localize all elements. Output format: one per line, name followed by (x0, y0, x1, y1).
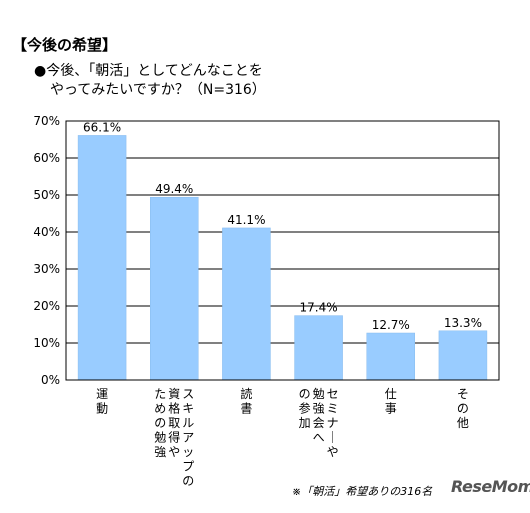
y-tick-label: 50% (33, 188, 60, 202)
bar (77, 135, 127, 381)
x-category-label: ル (182, 416, 194, 430)
x-category-label: 得 (168, 430, 180, 445)
x-category-label: や (168, 445, 180, 459)
x-category-label: 会 (313, 416, 325, 430)
x-category-label: 取 (168, 416, 180, 430)
chart-subtitle: ●今後、「朝活」としてどんなことを やってみたいですか？（N=316） (34, 62, 266, 100)
x-category-label: 加 (299, 416, 311, 430)
x-category-label: め (154, 402, 166, 416)
data-label: 17.4% (300, 301, 338, 315)
question-line-2: やってみたいですか？（N=316） (50, 82, 266, 98)
x-category-label: ス (182, 387, 194, 401)
x-category-label: 勉 (313, 387, 325, 401)
x-category-label: た (154, 387, 166, 401)
x-category-label: 動 (96, 402, 108, 416)
x-category-label: の (182, 474, 194, 488)
x-category-label: そ (457, 387, 469, 401)
bar (150, 196, 199, 381)
x-category-label: へ (313, 431, 325, 445)
x-category-label: 他 (457, 416, 469, 430)
data-label: 66.1% (83, 120, 121, 134)
x-category-label: セ (327, 387, 339, 401)
x-category-label: 仕 (385, 387, 397, 401)
x-category-label: 資 (168, 387, 180, 401)
x-category-label: ナ (327, 416, 339, 430)
resemom-logo: ReseMom (451, 477, 530, 496)
data-label: 41.1% (227, 213, 265, 227)
x-category-label: プ (182, 460, 194, 474)
x-category-label: の (457, 402, 469, 416)
x-category-label: 勉 (154, 431, 166, 445)
data-label: 49.4% (155, 182, 193, 196)
x-category-label: 運 (96, 387, 108, 401)
x-category-label: や (327, 445, 339, 459)
bar (294, 315, 343, 381)
x-category-label: ア (182, 431, 194, 445)
y-tick-label: 70% (33, 114, 60, 128)
x-category-label: キ (182, 402, 194, 416)
y-tick-label: 60% (33, 151, 60, 165)
y-tick-label: 10% (33, 336, 60, 350)
x-category-label: 強 (154, 445, 166, 459)
y-tick-label: 30% (33, 262, 60, 276)
x-category-label: ミ (327, 402, 339, 416)
question-line-1: ●今後、「朝活」としてどんなことを (34, 63, 263, 79)
footnote: ※「朝活」希望ありの316名 (292, 485, 433, 498)
x-category-label: 参 (299, 401, 311, 416)
y-tick-label: 20% (33, 299, 60, 313)
x-category-label: の (299, 387, 311, 401)
y-tick-label: 40% (33, 225, 60, 239)
y-tick-label: 0% (41, 373, 60, 387)
x-category-label: ッ (182, 445, 194, 459)
bar (438, 330, 488, 381)
x-category-label: ｜ (327, 431, 339, 445)
x-category-label: 事 (385, 402, 397, 416)
chart-title: 【今後の希望】 (12, 36, 118, 54)
x-category-label: の (154, 416, 166, 430)
x-category-label: 読 (240, 386, 252, 401)
bar (222, 227, 271, 381)
plot-frame (65, 120, 500, 381)
data-label: 13.3% (444, 316, 482, 330)
data-label: 12.7% (372, 318, 410, 332)
x-category-label: 書 (240, 402, 252, 416)
x-category-label: 格 (168, 401, 180, 416)
bar (366, 332, 415, 381)
x-category-label: 強 (313, 402, 325, 416)
